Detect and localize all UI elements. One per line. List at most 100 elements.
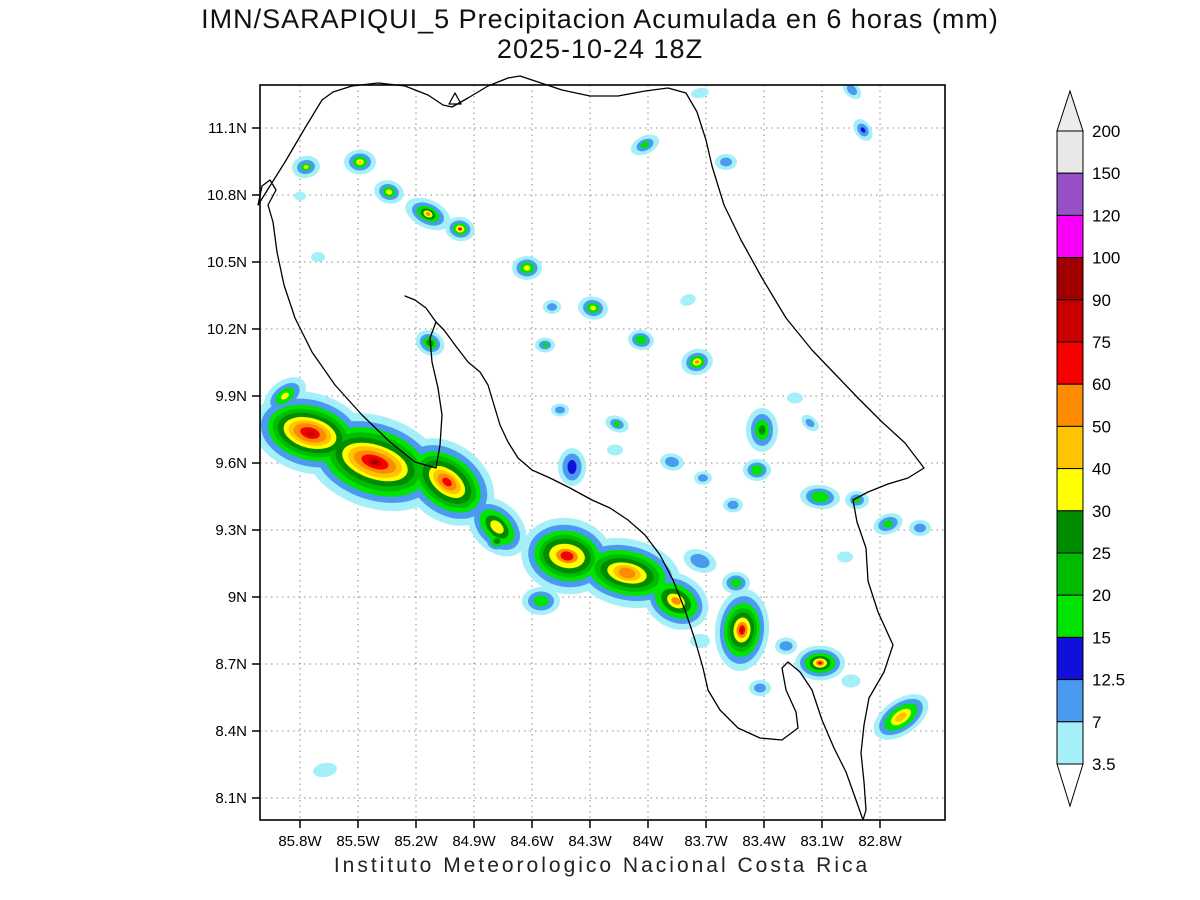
- precip-cell: [294, 191, 306, 201]
- colorbar-segment: [1056, 299, 1084, 343]
- precip-cell: [787, 392, 803, 404]
- lon-label: 82.8W: [858, 833, 902, 850]
- precip-cell: [694, 360, 700, 364]
- precip-cell: [698, 474, 708, 482]
- precip-cell: [425, 212, 431, 216]
- institution-caption: Instituto Meteorologico Nacional Costa R…: [333, 854, 871, 877]
- costa-rica-coastline: [257, 75, 925, 821]
- precip-cell: [895, 712, 907, 722]
- precip-cell: [837, 551, 853, 563]
- precip-cell: [523, 265, 531, 271]
- precip-cell: [305, 430, 315, 436]
- colorbar-segment: [1056, 468, 1084, 512]
- precip-cell: [281, 392, 289, 400]
- lon-label: 84.9W: [452, 833, 496, 850]
- colorbar-segment: [1056, 425, 1084, 470]
- precip-cell: [618, 567, 636, 579]
- colorbar-segment: [1056, 341, 1084, 385]
- precip-cell: [313, 762, 337, 778]
- lat-label: 8.4N: [215, 723, 247, 740]
- tempisque-river-line: [404, 295, 437, 323]
- axis-labels: 11.1N 10.8N 10.5N 10.2N 9.9N 9.6N 9.3N 9N 8.7N 8.…: [207, 120, 903, 850]
- precip-cell: [690, 553, 710, 569]
- colorbar-label: 200: [1092, 122, 1120, 141]
- lon-label: 84.3W: [568, 833, 612, 850]
- colorbar-label: 3.5: [1092, 755, 1116, 774]
- colorbar-segment: [1056, 383, 1084, 427]
- colorbar-label: 100: [1092, 249, 1120, 268]
- colorbar-label: 75: [1092, 333, 1111, 352]
- lat-label: 9N: [228, 589, 247, 606]
- grid-lines: [260, 85, 945, 820]
- map-frame: [259, 84, 946, 821]
- precipitation-shading: [260, 85, 931, 778]
- lat-label: 10.2N: [207, 321, 247, 338]
- lake-island-marker: [448, 92, 462, 105]
- precip-cell: [914, 523, 926, 533]
- precip-cell: [818, 661, 822, 665]
- colorbar-label: 90: [1092, 291, 1111, 310]
- lon-label: 85.8W: [278, 833, 322, 850]
- precip-cell: [564, 553, 570, 559]
- precip-cell: [385, 189, 393, 195]
- precip-cell: [779, 641, 793, 651]
- precip-cell: [493, 538, 501, 544]
- colorbar-label: 12.5: [1092, 671, 1125, 690]
- colorbar-label: 40: [1092, 460, 1111, 479]
- precip-cell: [730, 578, 742, 588]
- colorbar-label: 15: [1092, 628, 1111, 647]
- colorbar-segment: [1056, 636, 1084, 681]
- precip-cell: [811, 491, 829, 503]
- precip-cell: [754, 683, 766, 693]
- precip-cell: [691, 87, 709, 99]
- precip-cell: [567, 460, 577, 474]
- precip-cell: [358, 160, 362, 164]
- colorbar-label: 30: [1092, 502, 1111, 521]
- colorbar-segment: [1056, 214, 1084, 259]
- coastline-group: [257, 75, 925, 821]
- precip-cell: [458, 227, 462, 231]
- precip-cell: [846, 85, 858, 96]
- precip-cell: [671, 597, 681, 605]
- precip-cell: [590, 305, 596, 311]
- colorbar-segment: [1056, 721, 1084, 765]
- lon-label: 84W: [633, 833, 665, 850]
- colorbar-segment: [1056, 130, 1084, 174]
- precip-cell: [758, 425, 766, 435]
- precip-cell: [640, 141, 650, 149]
- colorbar-segment: [1056, 172, 1084, 216]
- colorbar-label: 20: [1092, 586, 1111, 605]
- precip-cell: [635, 335, 647, 345]
- lon-label: 85.5W: [336, 833, 380, 850]
- lat-label: 9.9N: [215, 388, 247, 405]
- precip-cell: [665, 456, 679, 468]
- precip-cell: [303, 165, 309, 169]
- colorbar-segment: [1056, 594, 1084, 638]
- lat-label: 10.8N: [207, 187, 247, 204]
- lon-label: 83.4W: [742, 833, 786, 850]
- precip-cell: [860, 127, 866, 133]
- lat-label: 10.5N: [207, 254, 247, 271]
- lon-label: 84.6W: [510, 833, 554, 850]
- precip-cell: [311, 252, 325, 262]
- colorbar-segment: [1056, 510, 1084, 554]
- precip-cell: [751, 465, 763, 475]
- colorbar-triangle-top: [1056, 89, 1084, 132]
- colorbar-triangle-bottom: [1056, 763, 1084, 808]
- precip-cell: [883, 520, 893, 528]
- precip-cell: [720, 157, 732, 167]
- precip-cell: [613, 421, 621, 427]
- colorbar-label: 150: [1092, 164, 1120, 183]
- precip-cell: [680, 294, 696, 306]
- precip-cell: [555, 406, 565, 414]
- precip-cell: [533, 595, 549, 607]
- colorbar-label: 50: [1092, 417, 1111, 436]
- lat-label: 8.1N: [215, 790, 247, 807]
- colorbar-label: 120: [1092, 206, 1120, 225]
- precip-cell: [372, 459, 378, 465]
- lon-label: 83.1W: [800, 833, 844, 850]
- precip-cell: [740, 627, 744, 633]
- lon-label: 85.2W: [394, 833, 438, 850]
